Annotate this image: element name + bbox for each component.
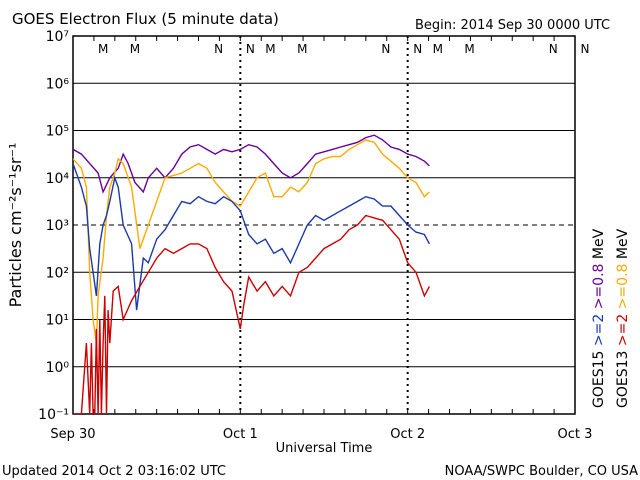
day-ticks [72,36,576,414]
y-tick-label: 10⁵ [46,124,69,140]
y-tick-label: 10⁶ [46,76,70,92]
y-tick-label: 10⁷ [46,29,69,45]
legend-entry: GOES15 >=2 >=0.8 MeV [591,228,607,408]
y-tick-label: 10² [46,265,69,281]
legend-satellite: GOES15 [591,346,607,408]
x-tick-labels: Sep 30 Oct 1 Oct 2 Oct 3 [50,427,592,442]
series-line [73,134,430,194]
source-label: NOAA/SWPC Boulder, CO USA [445,464,638,479]
x-tick-label: Sep 30 [50,427,95,442]
x-tick-label: Oct 1 [223,427,258,442]
legend-series-label: >=0.8 [591,259,607,309]
updated-timestamp: Updated 2014 Oct 2 03:16:02 UTC [2,464,226,479]
event-marker: M [464,42,474,56]
x-tick-label: Oct 3 [558,427,593,442]
x-axis-label: Universal Time [276,441,373,456]
series-line [73,214,431,414]
event-marker: M [98,42,108,56]
y-tick-label: 10¹ [46,313,69,329]
legend-satellite: GOES13 [615,346,631,408]
chart-title: GOES Electron Flux (5 minute data) [12,10,279,28]
y-tick-label: 10⁴ [46,171,70,187]
y-tick-label: 10³ [46,218,69,234]
event-marker: N [214,42,223,56]
legend-series-label: >=2 [615,309,631,346]
event-marker: M [265,42,275,56]
event-marker: N [381,42,390,56]
event-marker: M [130,42,140,56]
event-marker: N [246,42,255,56]
legend-unit: MeV [615,228,631,259]
legend-series-label: >=2 [591,309,607,346]
legend-entry: GOES13 >=2 >=0.8 MeV [615,228,631,408]
series-line [73,163,431,311]
event-marker: N [581,42,590,56]
event-marker: M [297,42,307,56]
y-axis-label: Particles cm⁻²s⁻¹sr⁻¹ [6,143,25,308]
y-tick-label: 10⁻¹ [38,407,69,423]
event-marker: M [433,42,443,56]
series-lines [73,134,431,414]
y-tick-labels: 10⁻¹ 10⁰ 10¹ 10² 10³ 10⁴ 10⁵ 10⁶ 10⁷ [38,29,69,423]
legend-series-label: >=0.8 [615,259,631,309]
legend-unit: MeV [591,228,607,259]
event-marker: N [549,42,558,56]
y-tick-label: 10⁰ [46,360,70,376]
x-tick-label: Oct 2 [390,427,425,442]
event-marker: N [413,42,422,56]
chart-begin-label: Begin: 2014 Sep 30 0000 UTC [415,18,610,33]
grid-lines [73,82,575,368]
